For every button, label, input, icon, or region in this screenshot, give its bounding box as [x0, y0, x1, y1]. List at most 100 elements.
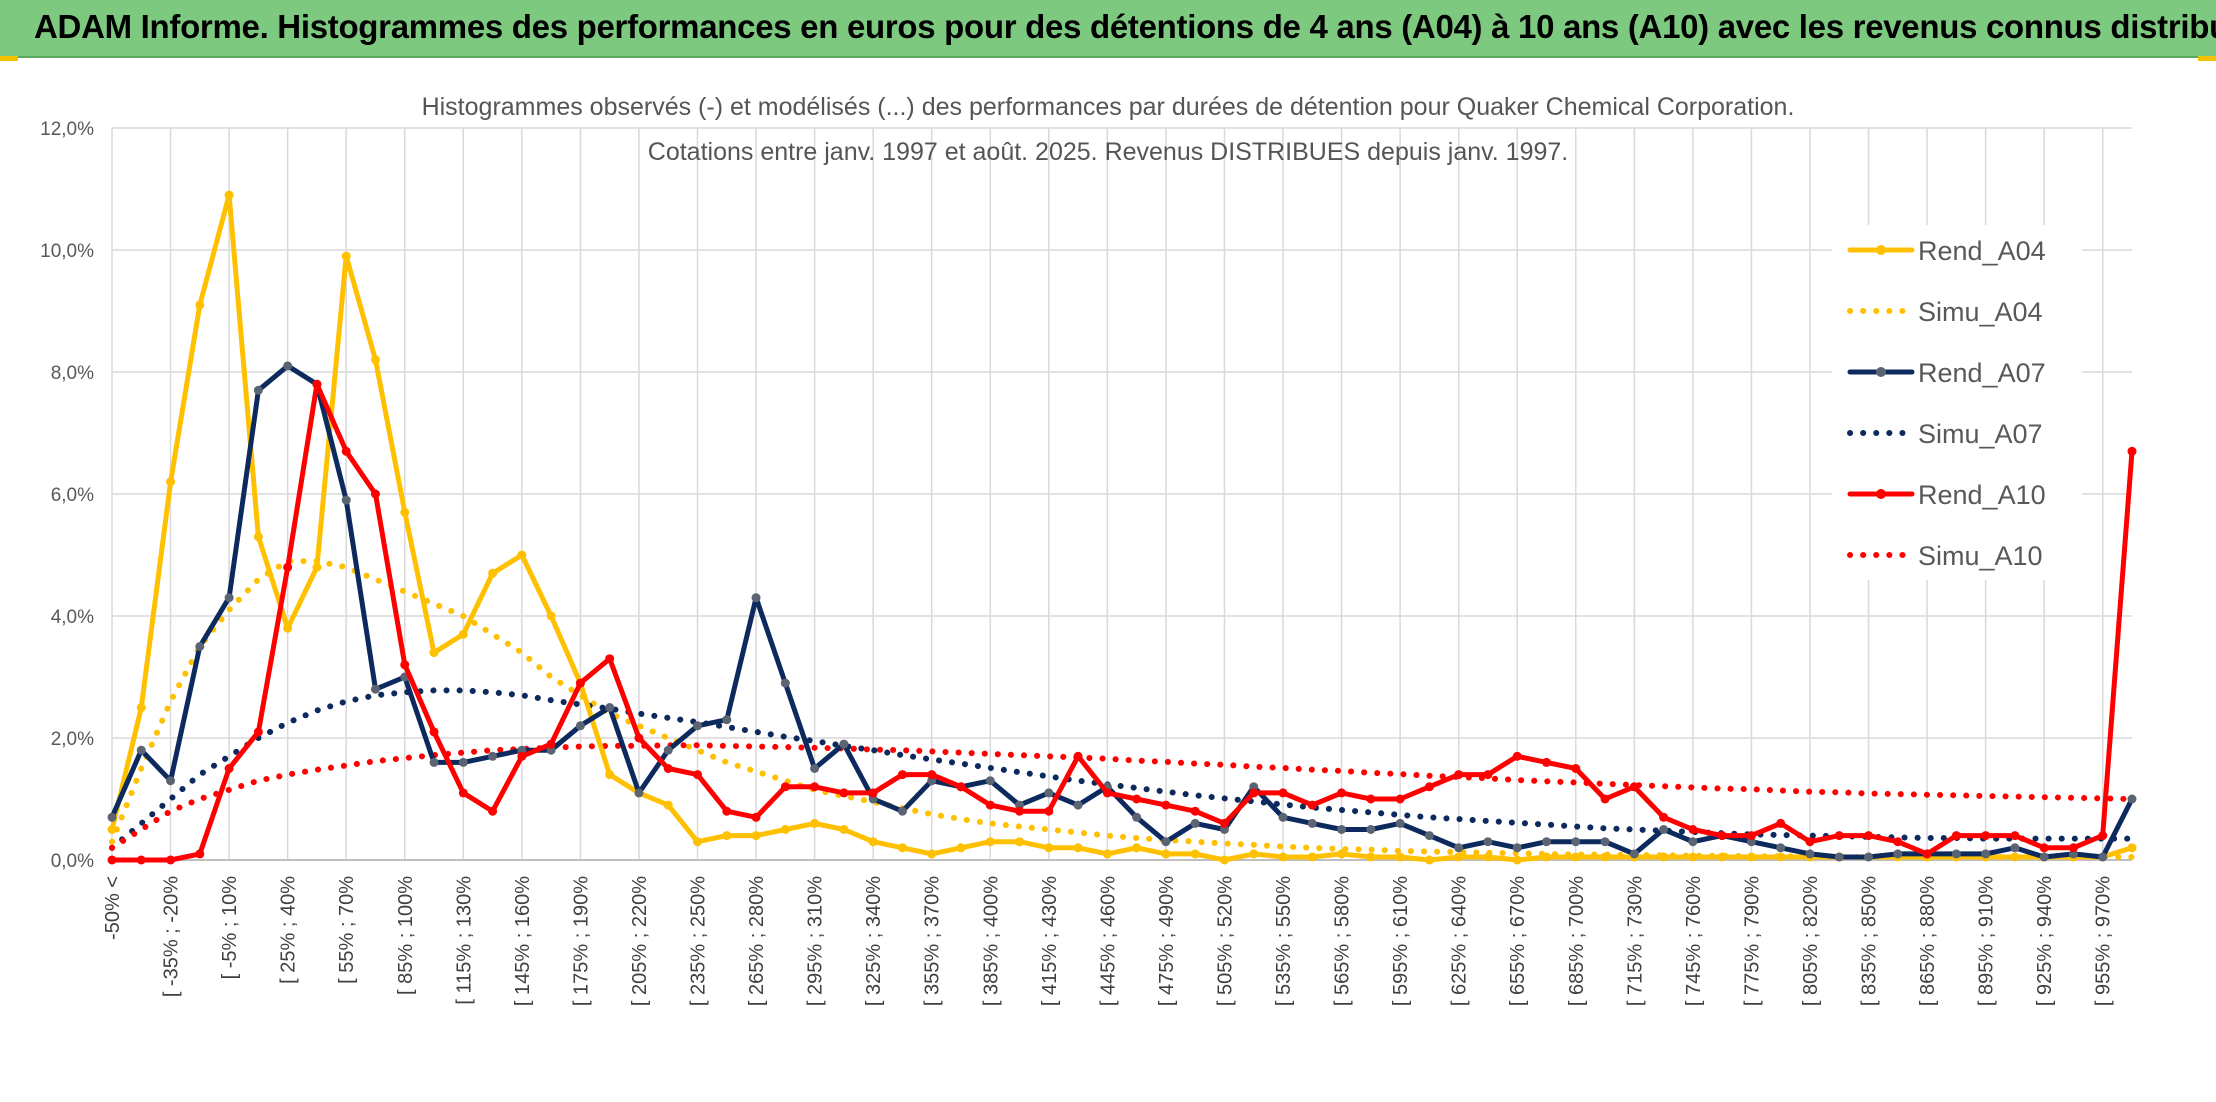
chart-gridlines [111, 127, 2132, 861]
report-title: ADAM Informe. Histogrammes des performan… [34, 8, 2216, 45]
x-tick-label: [ 115% ; 130% [453, 876, 475, 1005]
data-point-rend_a10 [488, 806, 498, 816]
data-point-rend_a04 [810, 818, 820, 828]
data-point-rend_a04 [517, 550, 527, 560]
data-point-rend_a10 [1571, 764, 1581, 773]
data-point-rend_a10 [429, 727, 439, 737]
data-point-rend_a07 [2127, 794, 2137, 804]
data-point-rend_a07 [1541, 837, 1551, 847]
legend-box [1832, 225, 2082, 580]
data-point-rend_a07 [1424, 831, 1434, 841]
data-point-rend_a04 [839, 825, 849, 834]
x-tick-label: [ 535% ; 550% [1273, 876, 1295, 1006]
data-point-rend_a07 [1454, 843, 1464, 853]
data-point-rend_a07 [1659, 825, 1669, 834]
series-line-rend_a10 [109, 381, 2135, 863]
data-point-rend_a04 [1454, 852, 1464, 862]
data-point-rend_a10 [312, 379, 322, 389]
data-point-rend_a04 [985, 837, 995, 847]
data-point-rend_a04 [1132, 843, 1142, 853]
data-point-rend_a07 [810, 764, 820, 773]
y-tick-label: 6,0% [51, 485, 94, 506]
series-line-rend_a04 [109, 192, 2135, 863]
data-point-rend_a10 [693, 770, 703, 780]
data-point-rend_a10 [370, 489, 380, 499]
data-point-rend_a04 [546, 611, 556, 621]
x-tick-label: [ 685% ; 700% [1566, 876, 1588, 1006]
data-point-rend_a10 [253, 727, 263, 737]
y-tick-label: 10,0% [40, 241, 94, 262]
data-point-rend_a04 [1746, 852, 1756, 862]
data-point-rend_a07 [107, 812, 117, 822]
x-tick-label: [ 415% ; 430% [1039, 876, 1061, 1006]
data-point-rend_a04 [1776, 852, 1786, 862]
data-point-rend_a10 [1717, 831, 1727, 841]
legend-label-simu_a04: Simu_A04 [1918, 297, 2043, 327]
x-tick-label: [ 175% ; 190% [570, 876, 592, 1006]
x-tick-label: [ 925% ; 940% [2034, 876, 2056, 1006]
data-point-rend_a10 [1600, 794, 1610, 804]
data-point-rend_a10 [634, 733, 644, 743]
data-point-rend_a04 [780, 825, 790, 834]
data-point-rend_a04 [1395, 852, 1405, 862]
data-point-rend_a07 [2010, 843, 2020, 853]
data-point-rend_a04 [1073, 843, 1083, 853]
data-point-rend_a04 [166, 477, 176, 487]
x-tick-label: [ 295% ; 310% [805, 876, 827, 1006]
x-tick-label: [ 85% ; 100% [395, 876, 417, 995]
data-point-rend_a10 [1278, 788, 1288, 798]
data-point-rend_a07 [780, 678, 790, 688]
x-tick-label: [ 145% ; 160% [512, 876, 534, 1006]
data-point-rend_a07 [1483, 837, 1493, 847]
data-point-rend_a04 [312, 562, 322, 572]
x-tick-label: [ 505% ; 520% [1214, 876, 1236, 1006]
data-point-rend_a10 [663, 764, 673, 773]
data-point-rend_a10 [927, 770, 937, 780]
data-point-rend_a07 [458, 757, 468, 767]
x-tick-label: [ 265% ; 280% [746, 876, 768, 1006]
x-tick-label: [ 955% ; 970% [2093, 876, 2115, 1006]
data-point-rend_a10 [2127, 446, 2137, 456]
data-point-rend_a07 [1571, 837, 1581, 847]
data-point-rend_a07 [1776, 843, 1786, 853]
data-point-rend_a10 [868, 788, 878, 798]
data-point-rend_a10 [1219, 818, 1229, 828]
data-point-rend_a04 [868, 837, 878, 847]
data-point-rend_a04 [897, 843, 907, 853]
data-point-rend_a07 [605, 703, 615, 712]
data-point-rend_a07 [1044, 788, 1054, 798]
data-point-rend_a10 [2098, 831, 2108, 841]
data-point-rend_a07 [1161, 837, 1171, 847]
data-point-rend_a10 [575, 678, 585, 688]
data-point-rend_a10 [722, 806, 732, 816]
data-point-rend_a10 [1454, 770, 1464, 780]
series-line-rend_a07 [109, 363, 2135, 860]
data-point-rend_a07 [839, 739, 849, 749]
data-point-rend_a04 [2010, 852, 2020, 862]
x-tick-label: [ 625% ; 640% [1449, 876, 1471, 1006]
data-point-rend_a04 [136, 703, 146, 712]
data-point-rend_a07 [429, 757, 439, 767]
data-point-rend_a10 [605, 654, 615, 664]
data-point-rend_a10 [1834, 831, 1844, 841]
data-point-rend_a04 [1600, 852, 1610, 862]
data-point-rend_a07 [1073, 800, 1083, 810]
data-point-rend_a04 [927, 849, 937, 859]
data-point-rend_a04 [1512, 855, 1522, 865]
data-point-rend_a10 [2068, 843, 2078, 853]
data-point-rend_a07 [136, 745, 146, 755]
data-point-rend_a10 [751, 812, 761, 822]
y-tick-label: 4,0% [51, 607, 94, 628]
data-point-rend_a04 [458, 629, 468, 639]
report-banner: ADAM Informe. Histogrammes des performan… [0, 0, 2216, 58]
data-point-rend_a10 [1688, 825, 1698, 834]
data-point-rend_a07 [1395, 818, 1405, 828]
data-point-rend_a07 [985, 776, 995, 786]
x-tick-label: [ 565% ; 580% [1332, 876, 1354, 1006]
data-point-rend_a10 [1541, 757, 1551, 767]
y-tick-label: 8,0% [51, 363, 94, 384]
data-point-rend_a07 [2098, 852, 2108, 862]
data-point-rend_a10 [1249, 788, 1259, 798]
x-tick-label: [ 805% ; 820% [1800, 876, 1822, 1006]
data-point-rend_a10 [1629, 782, 1639, 792]
